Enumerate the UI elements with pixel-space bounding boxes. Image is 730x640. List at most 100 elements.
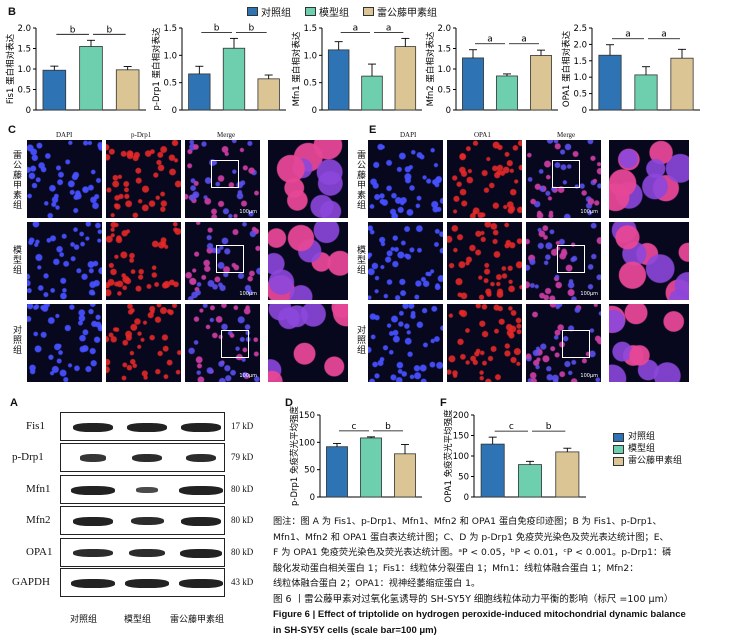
wb-band — [136, 487, 158, 493]
scale-bar-label: 100μm — [239, 291, 257, 297]
zoom-region-box — [211, 160, 239, 188]
wb-band — [79, 454, 107, 462]
legend-item-control: 对照组 — [613, 431, 682, 443]
y-tick-label: 0 — [582, 106, 587, 116]
wb-blot-strip — [60, 506, 225, 535]
bar-chart-pdrp1: p-Drp1 蛋白相对表达 0 0.5 1.0 1.5 b b — [151, 23, 286, 116]
y-axis-label: p-Drp1 蛋白相对表达 — [151, 27, 162, 111]
wb-protein-label: Mfn1 — [26, 483, 51, 495]
wb-kda-label: 80 kD — [231, 547, 254, 557]
legend-swatch — [305, 7, 316, 16]
y-axis-label: Fis1 蛋白相对表达 — [5, 33, 16, 104]
y-axis-label: Mfn1 蛋白相对表达 — [291, 31, 302, 106]
y-tick-label: 2.5 — [573, 24, 587, 34]
micrograph-tile — [368, 222, 443, 300]
wb-group-treatment: 雷公藤甲素组 — [170, 615, 225, 625]
significance-label: b — [70, 25, 76, 35]
y-tick-label: 150 — [299, 411, 315, 421]
y-tick-label: 0 — [446, 106, 451, 116]
col-label-merge-left: Merge — [217, 131, 236, 139]
legend-swatch — [613, 432, 624, 442]
bar — [394, 46, 417, 111]
legend-label: 雷公藤甲素组 — [377, 8, 437, 19]
wb-blot-strip — [60, 412, 225, 441]
micrograph-tile — [268, 222, 348, 300]
micrograph-tile: 100μm — [185, 304, 260, 382]
wb-blot-strip — [60, 538, 225, 567]
y-tick-label: 0.5 — [17, 86, 31, 96]
micrograph-tile — [368, 304, 443, 382]
zoom-region-box — [562, 330, 590, 358]
y-tick-label: 2.0 — [17, 24, 31, 34]
col-label-dapi-left: DAPI — [56, 131, 73, 139]
y-tick-label: 0 — [464, 493, 469, 503]
y-tick-label: 50 — [304, 466, 315, 476]
wb-group-control: 对照组 — [70, 615, 98, 625]
wb-band — [131, 453, 163, 463]
col-label-pdrp1: p-Drp1 — [131, 131, 152, 139]
legend-item-treatment: 雷公藤甲素组 — [613, 455, 682, 467]
legend-right: 对照组 模型组 雷公藤甲素组 — [613, 431, 682, 467]
bar — [394, 453, 416, 498]
micrograph-tile: 100μm — [185, 222, 260, 300]
significance-label: b — [248, 23, 254, 33]
y-axis-label: Mfn2 蛋白相对表达 — [425, 31, 436, 106]
row-label-model-right: 模型组 — [355, 245, 365, 275]
row-label-control-right: 对照组 — [355, 325, 365, 355]
significance-label: b — [106, 25, 112, 35]
y-tick-label: 1.5 — [17, 45, 31, 55]
micrograph-tile — [447, 222, 522, 300]
micrograph-tile — [609, 222, 689, 300]
bar — [555, 451, 580, 498]
y-axis-label: p-Drp1 免疫荧光平均强度 — [289, 405, 300, 506]
wb-kda-label: 17 kD — [231, 421, 254, 431]
y-tick-label: 0.5 — [303, 79, 317, 89]
legend-item-control: 对照组 — [247, 4, 291, 19]
y-tick-label: 2.0 — [437, 24, 451, 34]
wb-band — [180, 548, 222, 558]
y-tick-label: 1.0 — [437, 65, 451, 75]
caption-title-cn: 图 6 丨雷公藤甲素对过氧化氢诱导的 SH-SY5Y 细胞线粒体动力平衡的影响（… — [273, 593, 674, 605]
micro-grid-right: 100μm 100μm 100μm — [368, 140, 690, 384]
scale-bar-label: 100μm — [580, 209, 598, 215]
legend-top: 对照组 模型组 雷公藤甲素组 — [247, 4, 437, 19]
significance-label: b — [214, 23, 220, 33]
panel-letter-b: B — [8, 6, 16, 18]
wb-protein-label: OPA1 — [26, 546, 53, 558]
panel-letter-d: D — [285, 397, 293, 409]
bar — [480, 443, 505, 498]
y-tick-label: 2.0 — [573, 40, 587, 50]
wb-group-model: 模型组 — [124, 615, 152, 625]
panel-letter-a: A — [10, 397, 18, 409]
zoom-region-box — [557, 245, 585, 273]
scale-bar-label: 100μm — [580, 291, 598, 297]
bar — [327, 49, 350, 111]
micrograph-tile — [106, 222, 181, 300]
bar — [361, 75, 383, 111]
row-label-treatment-right: 雷公藤甲素组 — [355, 150, 365, 210]
micrograph-tile — [447, 304, 522, 382]
y-tick-label: 0.5 — [163, 79, 177, 89]
bar — [79, 46, 103, 111]
micrograph-tile — [609, 140, 689, 218]
micrograph-tile — [106, 304, 181, 382]
legend-label: 雷公藤甲素组 — [628, 456, 683, 466]
y-tick-label: 1.0 — [303, 51, 317, 61]
legend-swatch — [247, 7, 258, 16]
micrograph-tile — [106, 140, 181, 218]
y-tick-label: 100 — [299, 438, 315, 448]
y-tick-label: 1.0 — [573, 73, 587, 83]
bar-chart-mfn1: Mfn1 蛋白相对表达 0 0.5 1.0 1.5 a a — [291, 23, 422, 116]
caption-note-line: Mfn1、Mfn2 和 OPA1 蛋白表达统计图；C、D 为 p-Drp1 免疫… — [273, 531, 669, 543]
zoom-region-box — [221, 330, 249, 358]
scale-bar-label: 100μm — [239, 373, 257, 379]
significance-label: a — [625, 30, 631, 40]
micrograph-tile: 100μm — [185, 140, 260, 218]
significance-label: c — [509, 422, 514, 432]
y-tick-label: 100 — [453, 452, 469, 462]
bar — [360, 437, 382, 498]
micrograph-tile — [27, 222, 102, 300]
wb-band — [125, 578, 169, 588]
legend-swatch — [613, 456, 624, 466]
zoom-region-box — [552, 160, 580, 188]
